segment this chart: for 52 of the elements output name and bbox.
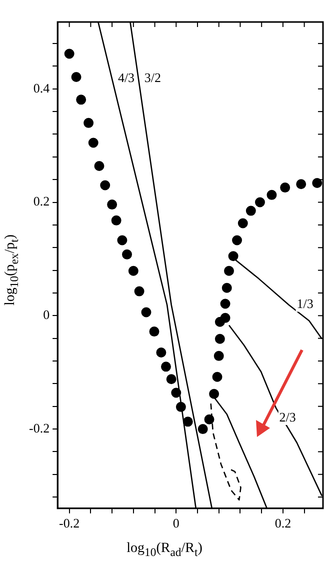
point xyxy=(84,118,94,128)
legend-label: 1/3 xyxy=(296,296,314,312)
point xyxy=(88,138,98,148)
y-tick-label: 0 xyxy=(43,307,50,322)
point xyxy=(280,182,290,193)
y-tick-label: 0.4 xyxy=(33,80,50,96)
point xyxy=(296,179,306,190)
point xyxy=(212,372,222,382)
point xyxy=(209,388,220,399)
x-tick-label: -0.2 xyxy=(59,516,80,531)
point xyxy=(171,388,182,398)
point xyxy=(117,235,128,246)
point xyxy=(176,402,186,412)
point xyxy=(166,374,176,384)
point xyxy=(312,178,322,188)
point xyxy=(254,197,265,208)
series-label: 3/2 xyxy=(144,70,162,85)
y-tick-label: 0.2 xyxy=(33,194,50,209)
series-label: 4/3 xyxy=(118,70,135,85)
point xyxy=(94,160,104,171)
point xyxy=(160,362,171,372)
y-tick-label: -0.2 xyxy=(28,420,50,436)
point xyxy=(100,180,110,190)
x-tick-label: 0.2 xyxy=(274,516,292,531)
point xyxy=(76,94,86,105)
point xyxy=(111,215,122,226)
point xyxy=(228,251,238,262)
point xyxy=(122,249,132,260)
point xyxy=(266,190,277,200)
point xyxy=(71,72,82,82)
point xyxy=(238,218,248,228)
point xyxy=(220,298,230,309)
x-tick-label: 0 xyxy=(172,516,180,531)
point xyxy=(224,266,234,276)
point xyxy=(156,348,166,358)
point xyxy=(222,282,232,293)
point xyxy=(198,424,208,434)
point xyxy=(182,416,193,427)
point xyxy=(214,350,224,361)
point xyxy=(246,206,256,216)
point xyxy=(141,307,152,318)
point xyxy=(128,266,138,276)
point xyxy=(232,235,242,246)
series-label: 2/3 xyxy=(279,409,296,424)
point xyxy=(134,286,144,296)
point xyxy=(204,414,214,424)
point xyxy=(107,200,118,210)
x-axis-title: log$_{10}$(R$_{ad}$/R$_{t}$) xyxy=(126,541,204,559)
point xyxy=(64,48,74,59)
point xyxy=(220,312,230,323)
point xyxy=(149,326,160,337)
point xyxy=(214,334,225,344)
